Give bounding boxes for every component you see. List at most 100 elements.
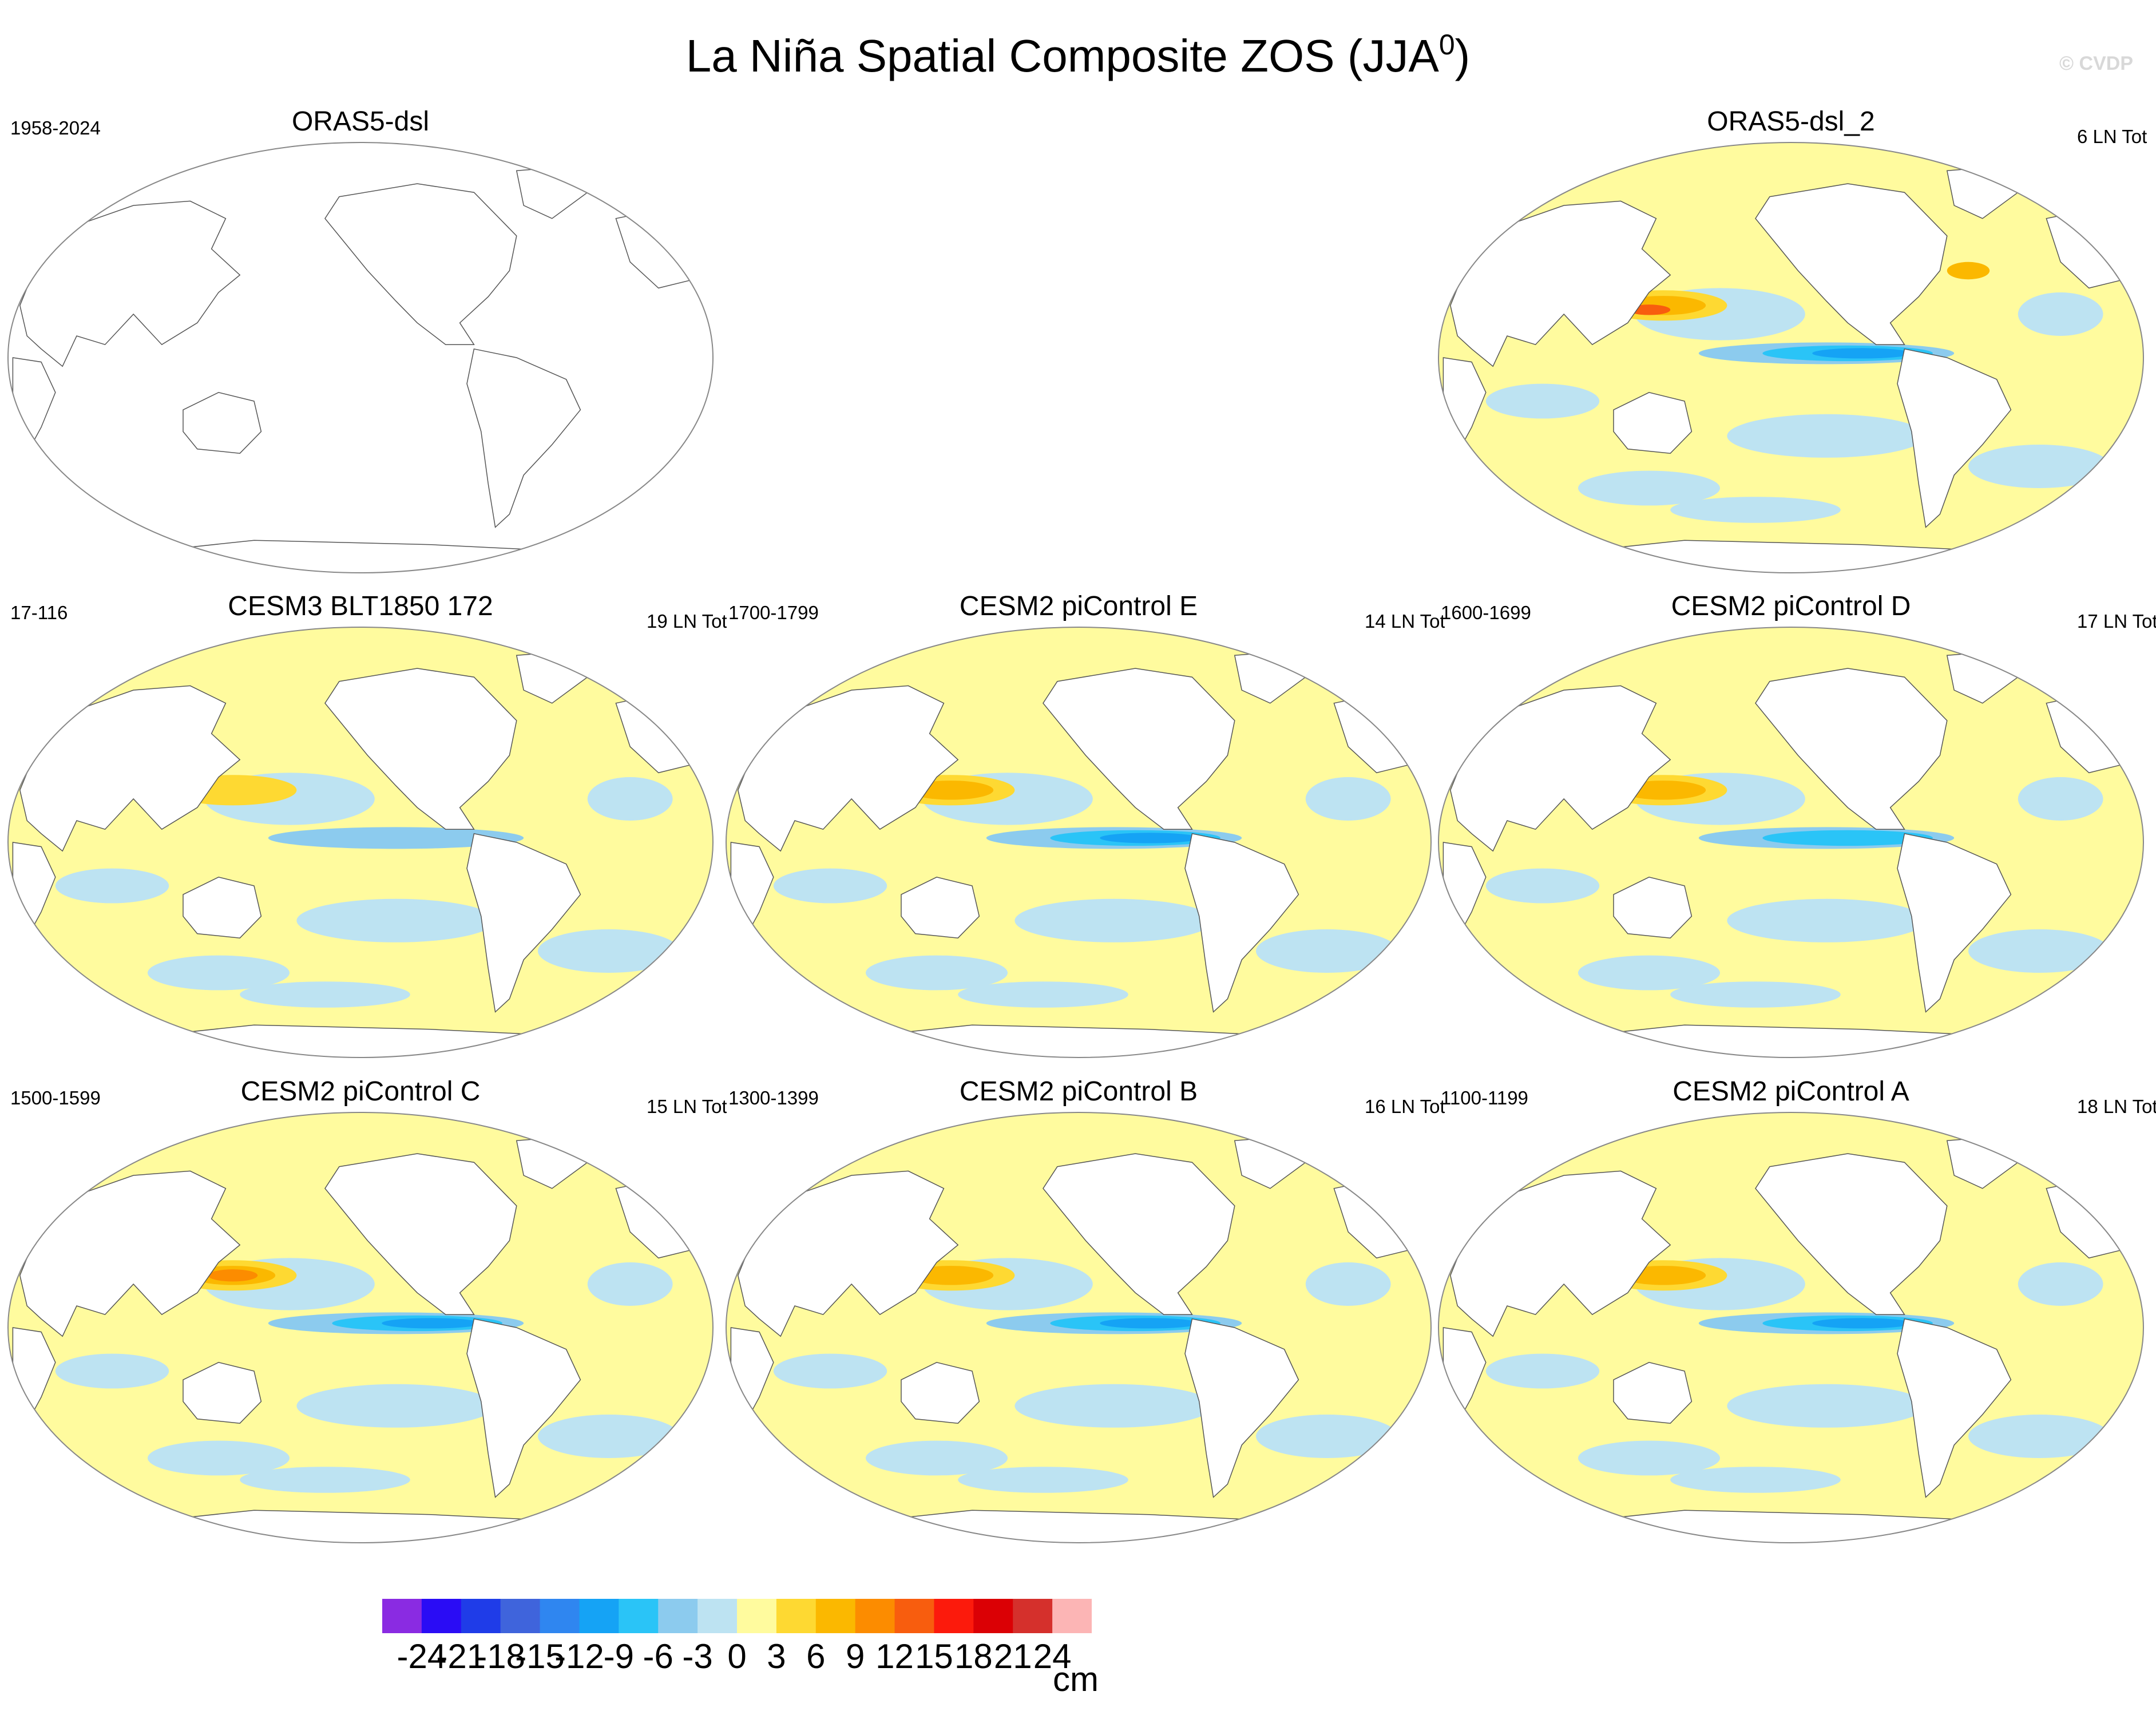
map-border [726, 1112, 1432, 1543]
colorbar-swatch [461, 1599, 501, 1633]
colorbar-swatch [973, 1599, 1013, 1633]
anomaly-contour [1727, 1384, 1926, 1428]
anomaly-contour [55, 868, 169, 904]
cvdp-watermark: © CVDP [2059, 53, 2133, 74]
colorbar-swatch [815, 1599, 856, 1633]
colorbar-swatch [855, 1599, 895, 1633]
panel-period-label: 1500-1599 [10, 1087, 101, 1108]
colorbar-tick-label: 9 [845, 1637, 865, 1676]
namerica-landmass [1755, 183, 1948, 345]
panel-title: CESM2 piControl D [1671, 591, 1911, 621]
colorbar-tick-label: -9 [603, 1637, 634, 1676]
anomaly-contour [866, 955, 1008, 991]
anomaly-contour [1256, 1415, 1398, 1458]
colorbar-tick-label: 24 [1033, 1637, 1072, 1676]
colorbar [382, 1599, 1092, 1633]
anomaly-contour [1100, 1318, 1199, 1329]
samerica-landmass [466, 833, 581, 1013]
anomaly-contour [148, 1440, 290, 1476]
anomaly-contour [1100, 833, 1199, 843]
anomaly-contour [1812, 348, 1912, 359]
robinson-map [7, 1112, 714, 1543]
anomaly-contour [1812, 1318, 1912, 1329]
colorbar-tick-label: -6 [643, 1637, 673, 1676]
colorbar-swatch [1013, 1599, 1053, 1633]
anomaly-contour [866, 1440, 1008, 1476]
panel-count-label: 15 LN Tot [647, 1096, 727, 1117]
samerica-landmass [1897, 833, 2012, 1013]
anomaly-contour [1578, 470, 1720, 506]
anomaly-contour [1762, 830, 1933, 846]
anomaly-contour [958, 981, 1128, 1008]
colorbar-swatch [579, 1599, 619, 1633]
map-panel: CESM2 piControl A 1100-1199 18 LN Tot [1436, 1076, 2156, 1551]
robinson-map [726, 1112, 1432, 1543]
panel-period-label: 1700-1799 [728, 602, 819, 623]
anomaly-contour [587, 777, 673, 821]
asia-landmass [19, 685, 241, 852]
anomaly-contour [2018, 777, 2103, 821]
asia-landmass [19, 200, 241, 367]
asia-landmass [1450, 200, 1671, 367]
anomaly-contour [1670, 981, 1841, 1008]
anomaly-contour [587, 1262, 673, 1306]
greenland-landmass [516, 165, 588, 219]
colorbar-tick-label: -3 [682, 1637, 713, 1676]
panel-period-label: 17-116 [10, 602, 68, 623]
anomaly-contour [773, 868, 887, 904]
colorbar-units: cm [1053, 1660, 1099, 1698]
namerica-landmass [1755, 1153, 1948, 1315]
namerica-landmass [1043, 668, 1235, 830]
robinson-map [7, 627, 714, 1058]
anomaly-contour [1578, 955, 1720, 991]
samerica-landmass [466, 1318, 581, 1498]
colorbar-swatch [894, 1599, 934, 1633]
anomaly-contour [1014, 898, 1214, 942]
australia-landmass [1613, 1362, 1693, 1424]
colorbar-swatch [776, 1599, 817, 1633]
samerica-landmass [1897, 348, 2012, 528]
panel-title: CESM2 piControl A [1673, 1076, 1909, 1107]
colorbar-tick-label: -24 [397, 1637, 447, 1676]
panel-period-label: 1958-2024 [10, 117, 101, 138]
anomaly-contour [538, 1415, 680, 1458]
robinson-map [1438, 142, 2144, 573]
australia-landmass [1613, 877, 1693, 938]
colorbar-swatch [697, 1599, 738, 1633]
colorbar-tick-label: 15 [915, 1637, 953, 1676]
colorbar-tick-label: 6 [806, 1637, 826, 1676]
map-panel: ORAS5-dsl_2 6 LN Tot [1436, 106, 2156, 581]
map-border [7, 1112, 714, 1543]
map-border [1438, 142, 2144, 573]
namerica-landmass [1755, 668, 1948, 830]
asia-landmass [19, 1170, 241, 1337]
anomaly-contour [1305, 1262, 1391, 1306]
robinson-map [726, 627, 1432, 1058]
panel-count-label: 6 LN Tot [2077, 126, 2147, 147]
panel-title: CESM2 piControl C [240, 1076, 481, 1107]
anomaly-contour [1485, 868, 1600, 904]
anomaly-contour [773, 1353, 887, 1389]
map-panel: CESM2 piControl D 1600-1699 17 LN Tot [1436, 591, 2156, 1066]
anomaly-contour [2018, 292, 2103, 336]
colorbar-tick-label: 0 [727, 1637, 747, 1676]
colorbar-swatch [540, 1599, 580, 1633]
anomaly-contour [1305, 777, 1391, 821]
samerica-landmass [1184, 833, 1299, 1013]
asia-landmass [738, 1170, 959, 1337]
anomaly-contour [148, 955, 290, 991]
chart-title-text: La Niña Spatial Composite ZOS (JJA [685, 30, 1439, 81]
colorbar-tick-label: -12 [554, 1637, 604, 1676]
namerica-landmass [324, 1153, 517, 1315]
chart-title-close: ) [1454, 30, 1471, 81]
colorbar-swatch [421, 1599, 462, 1633]
panel-count-label: 17 LN Tot [2077, 611, 2156, 632]
samerica-landmass [1897, 1318, 2012, 1498]
panel-title: CESM2 piControl B [959, 1076, 1198, 1107]
australia-landmass [183, 392, 262, 454]
map-panel: CESM2 piControl E 1700-1799 14 LN Tot [724, 591, 1445, 1066]
namerica-landmass [1043, 1153, 1235, 1315]
anomaly-contour [1670, 1467, 1841, 1493]
australia-landmass [901, 1362, 980, 1424]
panel-count-label: 19 LN Tot [647, 611, 727, 632]
